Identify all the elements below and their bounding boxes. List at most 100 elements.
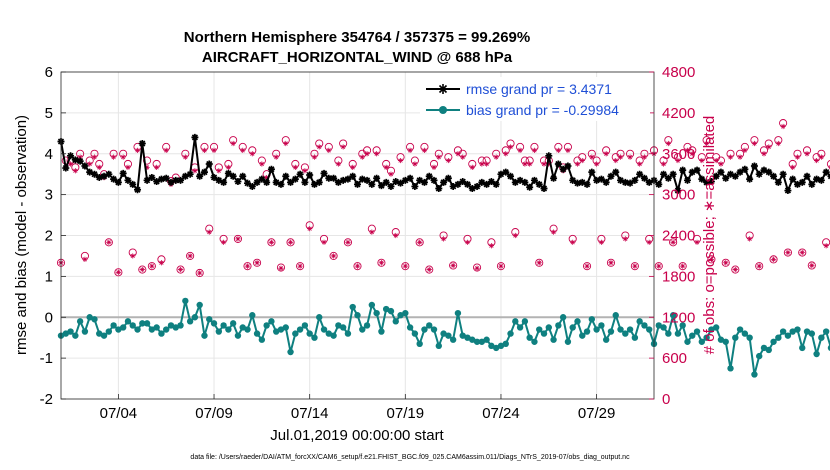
bias-point xyxy=(799,344,806,352)
rmse-point xyxy=(463,180,471,188)
bias-point xyxy=(736,326,744,333)
rmse-point xyxy=(511,178,519,186)
rmse-point xyxy=(688,168,696,176)
bias-point xyxy=(292,330,299,337)
obs-possible-point xyxy=(415,238,424,247)
obs-assimilated-point xyxy=(469,164,475,170)
y-tick-label-left: 5 xyxy=(45,105,53,122)
bias-point xyxy=(454,309,462,317)
obs-assimilated-point xyxy=(670,239,676,245)
y-tick-label-right: 4800 xyxy=(662,64,695,81)
bias-point xyxy=(775,334,782,341)
obs-possible-point xyxy=(654,262,663,271)
bias-point xyxy=(416,340,423,348)
bias-point xyxy=(602,336,610,343)
bias-point xyxy=(239,324,246,331)
rmse-point xyxy=(459,178,467,186)
legend-box xyxy=(420,77,650,121)
obs-assimilated-point xyxy=(747,236,753,242)
y-tick-label-left: -1 xyxy=(40,350,53,367)
obs-assimilated-point xyxy=(775,140,781,147)
obs-possible-point xyxy=(343,238,352,247)
rmse-point xyxy=(368,180,376,188)
bias-point xyxy=(473,338,481,345)
obs-assimilated-point xyxy=(111,154,117,160)
rmse-point xyxy=(559,165,567,173)
obs-assimilated-point xyxy=(426,266,432,273)
bias-point xyxy=(712,324,720,331)
obs-assimilated-point xyxy=(507,144,514,150)
bias-point xyxy=(349,303,356,311)
obs-layer xyxy=(56,119,830,278)
bias-point xyxy=(354,312,361,319)
obs-assimilated-point xyxy=(488,243,495,249)
x-tick-label: 07/09 xyxy=(195,405,233,422)
rmse-point xyxy=(492,180,500,188)
bias-point xyxy=(426,322,433,329)
obs-possible-point xyxy=(496,262,506,271)
obs-assimilated-point xyxy=(378,260,385,266)
obs-assimilated-point xyxy=(326,147,332,153)
bias-point xyxy=(253,330,261,337)
rmse-point xyxy=(789,175,797,183)
bias-point xyxy=(502,340,509,348)
rmse-point xyxy=(339,176,347,184)
rmse-point xyxy=(100,172,108,180)
rmse-point xyxy=(425,172,433,180)
obs-possible-point xyxy=(473,263,482,272)
bias-point xyxy=(263,322,270,329)
y-tick-label-left: 6 xyxy=(45,64,53,81)
rmse-point xyxy=(124,176,132,184)
rmse-point xyxy=(282,172,290,180)
rmse-point xyxy=(358,175,366,183)
obs-possible-point xyxy=(755,262,764,271)
rmse-point xyxy=(325,174,333,182)
chart-title-line2: AIRCRAFT_HORIZONTAL_WIND @ 688 hPa xyxy=(202,49,513,66)
bias-point xyxy=(91,316,98,323)
bias-point xyxy=(387,307,395,315)
bias-point xyxy=(660,324,667,331)
bias-point xyxy=(550,336,557,343)
obs-assimilated-point xyxy=(574,161,581,167)
obs-assimilated-point xyxy=(785,249,791,256)
rmse-point xyxy=(746,175,754,183)
y-axis-label-left: rmse and bias (model - observation) xyxy=(13,115,30,355)
obs-assimilated-point xyxy=(732,266,738,273)
bias-point xyxy=(818,334,825,341)
bias-point xyxy=(641,322,648,329)
rmse-point xyxy=(487,178,495,186)
obs-assimilated-point xyxy=(374,151,380,157)
rmse-point xyxy=(71,156,79,164)
rmse-point xyxy=(516,176,524,184)
obs-assimilated-point xyxy=(393,232,399,239)
obs-assimilated-point xyxy=(617,154,624,160)
bias-point xyxy=(76,318,84,325)
rmse-point xyxy=(449,182,457,190)
x-tick-label: 07/14 xyxy=(291,405,329,422)
y-tick-label-right: 600 xyxy=(662,350,687,367)
rmse-point xyxy=(617,176,625,184)
obs-assimilated-point xyxy=(541,161,547,167)
rmse-point xyxy=(765,168,773,176)
rmse-point xyxy=(473,182,481,190)
bias-point xyxy=(669,312,677,319)
bias-point xyxy=(689,332,696,339)
obs-assimilated-point xyxy=(72,168,78,174)
obs-assimilated-point xyxy=(364,151,370,157)
obs-assimilated-point xyxy=(115,269,121,275)
legend: rmse grand pr = 3.4371 bias grand pr = -… xyxy=(420,77,650,121)
bias-point xyxy=(459,332,466,339)
obs-assimilated-point xyxy=(402,263,408,269)
obs-assimilated-point xyxy=(813,157,820,164)
rmse-point xyxy=(272,178,280,186)
rmse-point xyxy=(220,178,228,186)
rmse-point xyxy=(478,178,486,186)
legend-rmse-label: rmse grand pr = 3.4371 xyxy=(466,81,612,97)
obs-assimilated-point xyxy=(536,260,542,266)
rmse-point xyxy=(588,168,596,176)
bias-point xyxy=(311,334,318,341)
rmse-point xyxy=(779,170,787,178)
bias-point xyxy=(220,322,227,329)
rmse-point xyxy=(674,187,682,195)
bias-series xyxy=(57,297,830,378)
